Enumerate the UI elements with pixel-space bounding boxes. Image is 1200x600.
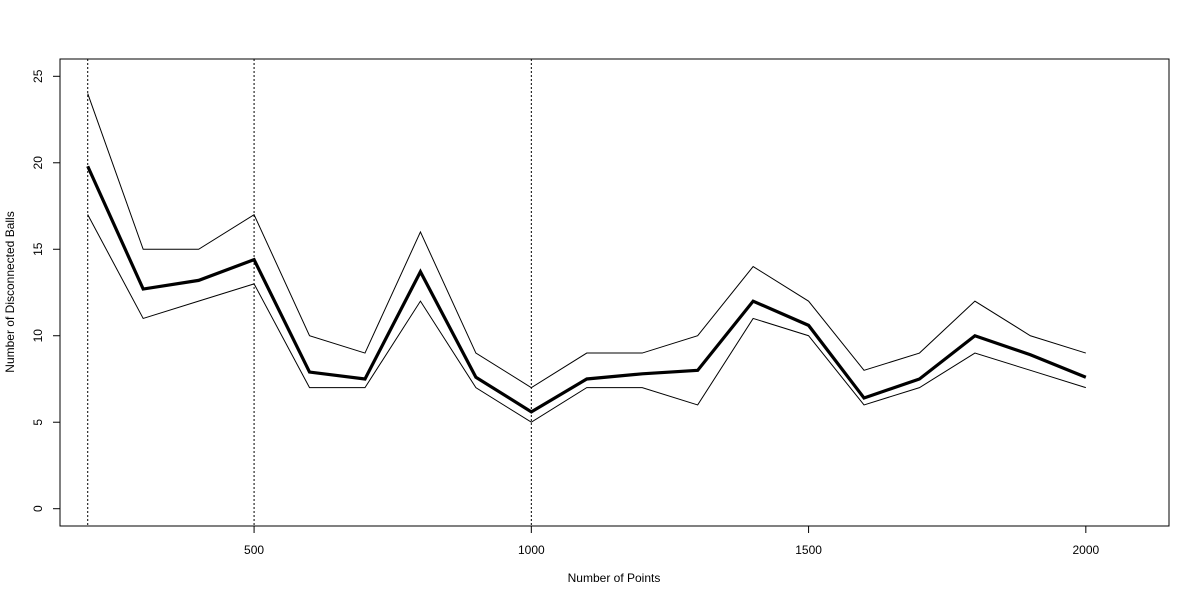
x-tick-label: 1000 xyxy=(518,543,545,557)
y-tick-label: 25 xyxy=(31,69,45,83)
y-axis: 0 5 10 15 20 25 xyxy=(31,69,60,512)
series-line-mean xyxy=(86,165,1087,414)
y-tick-label: 5 xyxy=(31,419,45,426)
plot-frame xyxy=(59,58,1170,527)
x-tick-label: 500 xyxy=(244,543,264,557)
x-axis: 500 1000 1500 2000 xyxy=(244,526,1099,557)
series-layer xyxy=(86,93,1087,423)
series-line-upper xyxy=(87,93,1086,389)
y-tick-label: 0 xyxy=(31,505,45,512)
y-tick-label: 10 xyxy=(31,329,45,343)
series-line-lower xyxy=(87,214,1086,423)
y-tick-label: 20 xyxy=(31,156,45,170)
y-axis-label: Number of Disconnected Balls xyxy=(3,211,17,372)
x-tick-label: 1500 xyxy=(795,543,822,557)
reference-lines xyxy=(87,59,532,526)
y-tick-label: 15 xyxy=(31,242,45,256)
x-tick-label: 2000 xyxy=(1072,543,1099,557)
x-axis-label: Number of Points xyxy=(568,571,661,585)
